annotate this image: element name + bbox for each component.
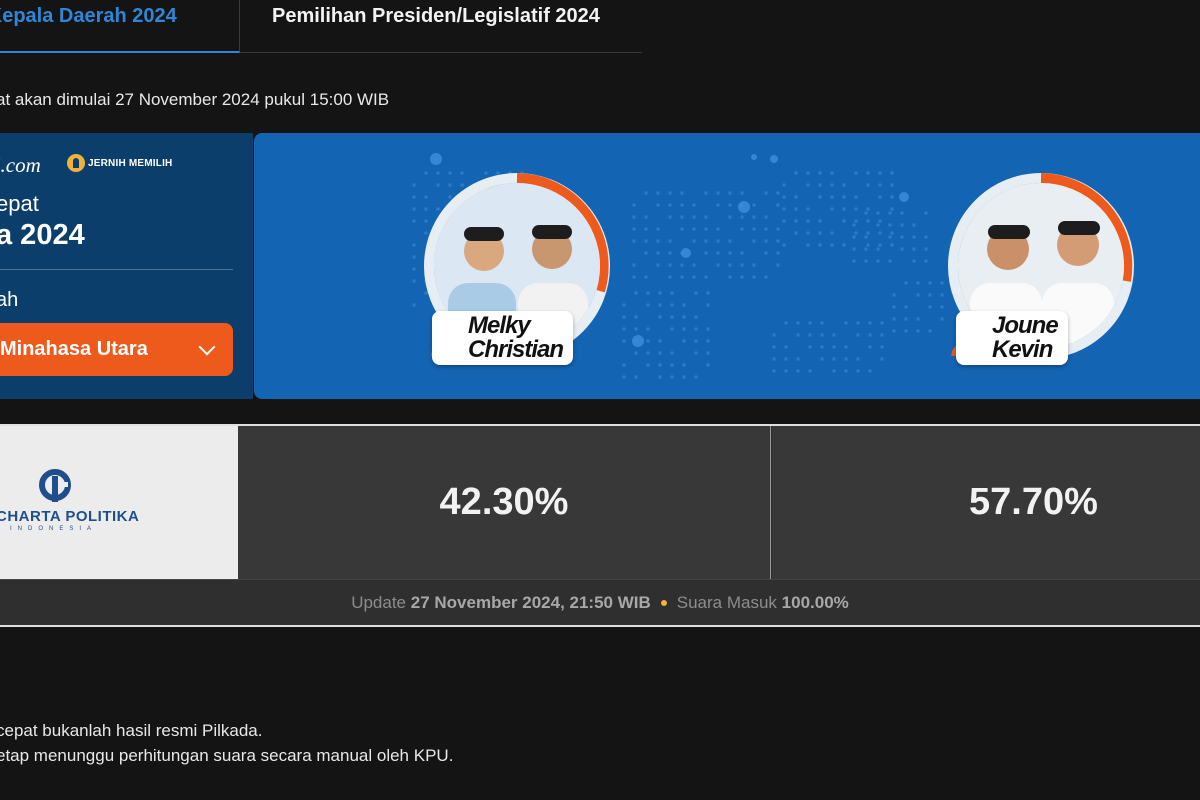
update-status-bar: Update 27 November 2024, 21:50 WIB Suara… — [0, 579, 1200, 625]
election-tabs: n Kepala Daerah 2024 Pemilihan Presiden/… — [0, 0, 642, 53]
incoming-votes-label: Suara Masuk — [676, 592, 777, 612]
candidate-2-name-line2: Kevin — [992, 336, 1053, 363]
quick-count-results: CHARTA POLITIKA INDONESIA 42.30% 57.70% … — [0, 424, 1200, 627]
region-select-label: ah — [0, 289, 19, 311]
panel-heading-line1: epat — [0, 191, 39, 216]
jernih-memilih-text: JERNIH MEMILIH — [88, 157, 173, 169]
pollster-logo: CHARTA POLITIKA INDONESIA — [0, 426, 238, 579]
update-time: 27 November 2024, 21:50 WIB — [410, 592, 651, 612]
candidate-1-card: 1 Melky Christian — [422, 171, 612, 371]
candidate-2-percentage: 57.70% — [969, 481, 1098, 523]
candidate-1-name: Melky Christian — [432, 311, 574, 365]
separator-dot — [660, 599, 667, 606]
region-selected-value: Minahasa Utara — [0, 338, 148, 360]
candidate-1-name-line2: Christian — [468, 336, 564, 363]
site-logo: S.com — [0, 153, 41, 178]
candidates-banner: 1 Melky Christian 2 Joune Kevin — [254, 133, 1200, 399]
candidate-2-result: 57.70% — [772, 426, 1200, 579]
charta-politika-logo-icon — [39, 469, 71, 502]
region-dropdown[interactable]: Minahasa Utara — [0, 323, 233, 376]
candidate-1-result: 42.30% — [238, 426, 771, 579]
jernih-memilih-badge: JERNIH MEMILIH — [67, 154, 172, 172]
quick-count-panel: S.com JERNIH MEMILIH epat a 2024 ah Mina… — [0, 133, 253, 399]
incoming-votes-value: 100.00% — [781, 592, 849, 612]
candidate-2-name-line1: Joune — [992, 312, 1059, 339]
jernih-memilih-icon — [67, 154, 85, 172]
tab-pilkada-2024[interactable]: n Kepala Daerah 2024 — [0, 0, 240, 53]
disclaimer-line2: etap menunggu perhitungan suara secara m… — [0, 746, 454, 765]
site-logo-text: S.com — [0, 153, 41, 177]
chevron-down-icon — [198, 338, 216, 356]
panel-heading-line2: a 2024 — [0, 219, 85, 251]
disclaimer-line1: cepat bukanlah hasil resmi Pilkada. — [0, 721, 263, 740]
candidate-1-name-line1: Melky — [468, 312, 531, 339]
pollster-subtitle: INDONESIA — [10, 526, 98, 532]
candidate-2-name: Joune Kevin — [956, 311, 1068, 365]
disclaimer: cepat bukanlah hasil resmi Pilkada. etap… — [0, 718, 453, 768]
tab-pilpres-pileg-2024[interactable]: Pemilihan Presiden/Legislatif 2024 — [272, 5, 600, 27]
pollster-name: CHARTA POLITIKA — [0, 508, 140, 525]
quick-count-start-notice: at akan dimulai 27 November 2024 pukul 1… — [0, 90, 390, 109]
update-label: Update — [351, 592, 407, 612]
candidate-1-percentage: 42.30% — [439, 481, 569, 523]
panel-divider — [0, 269, 233, 270]
candidate-2-card: 2 Joune Kevin — [946, 171, 1136, 371]
